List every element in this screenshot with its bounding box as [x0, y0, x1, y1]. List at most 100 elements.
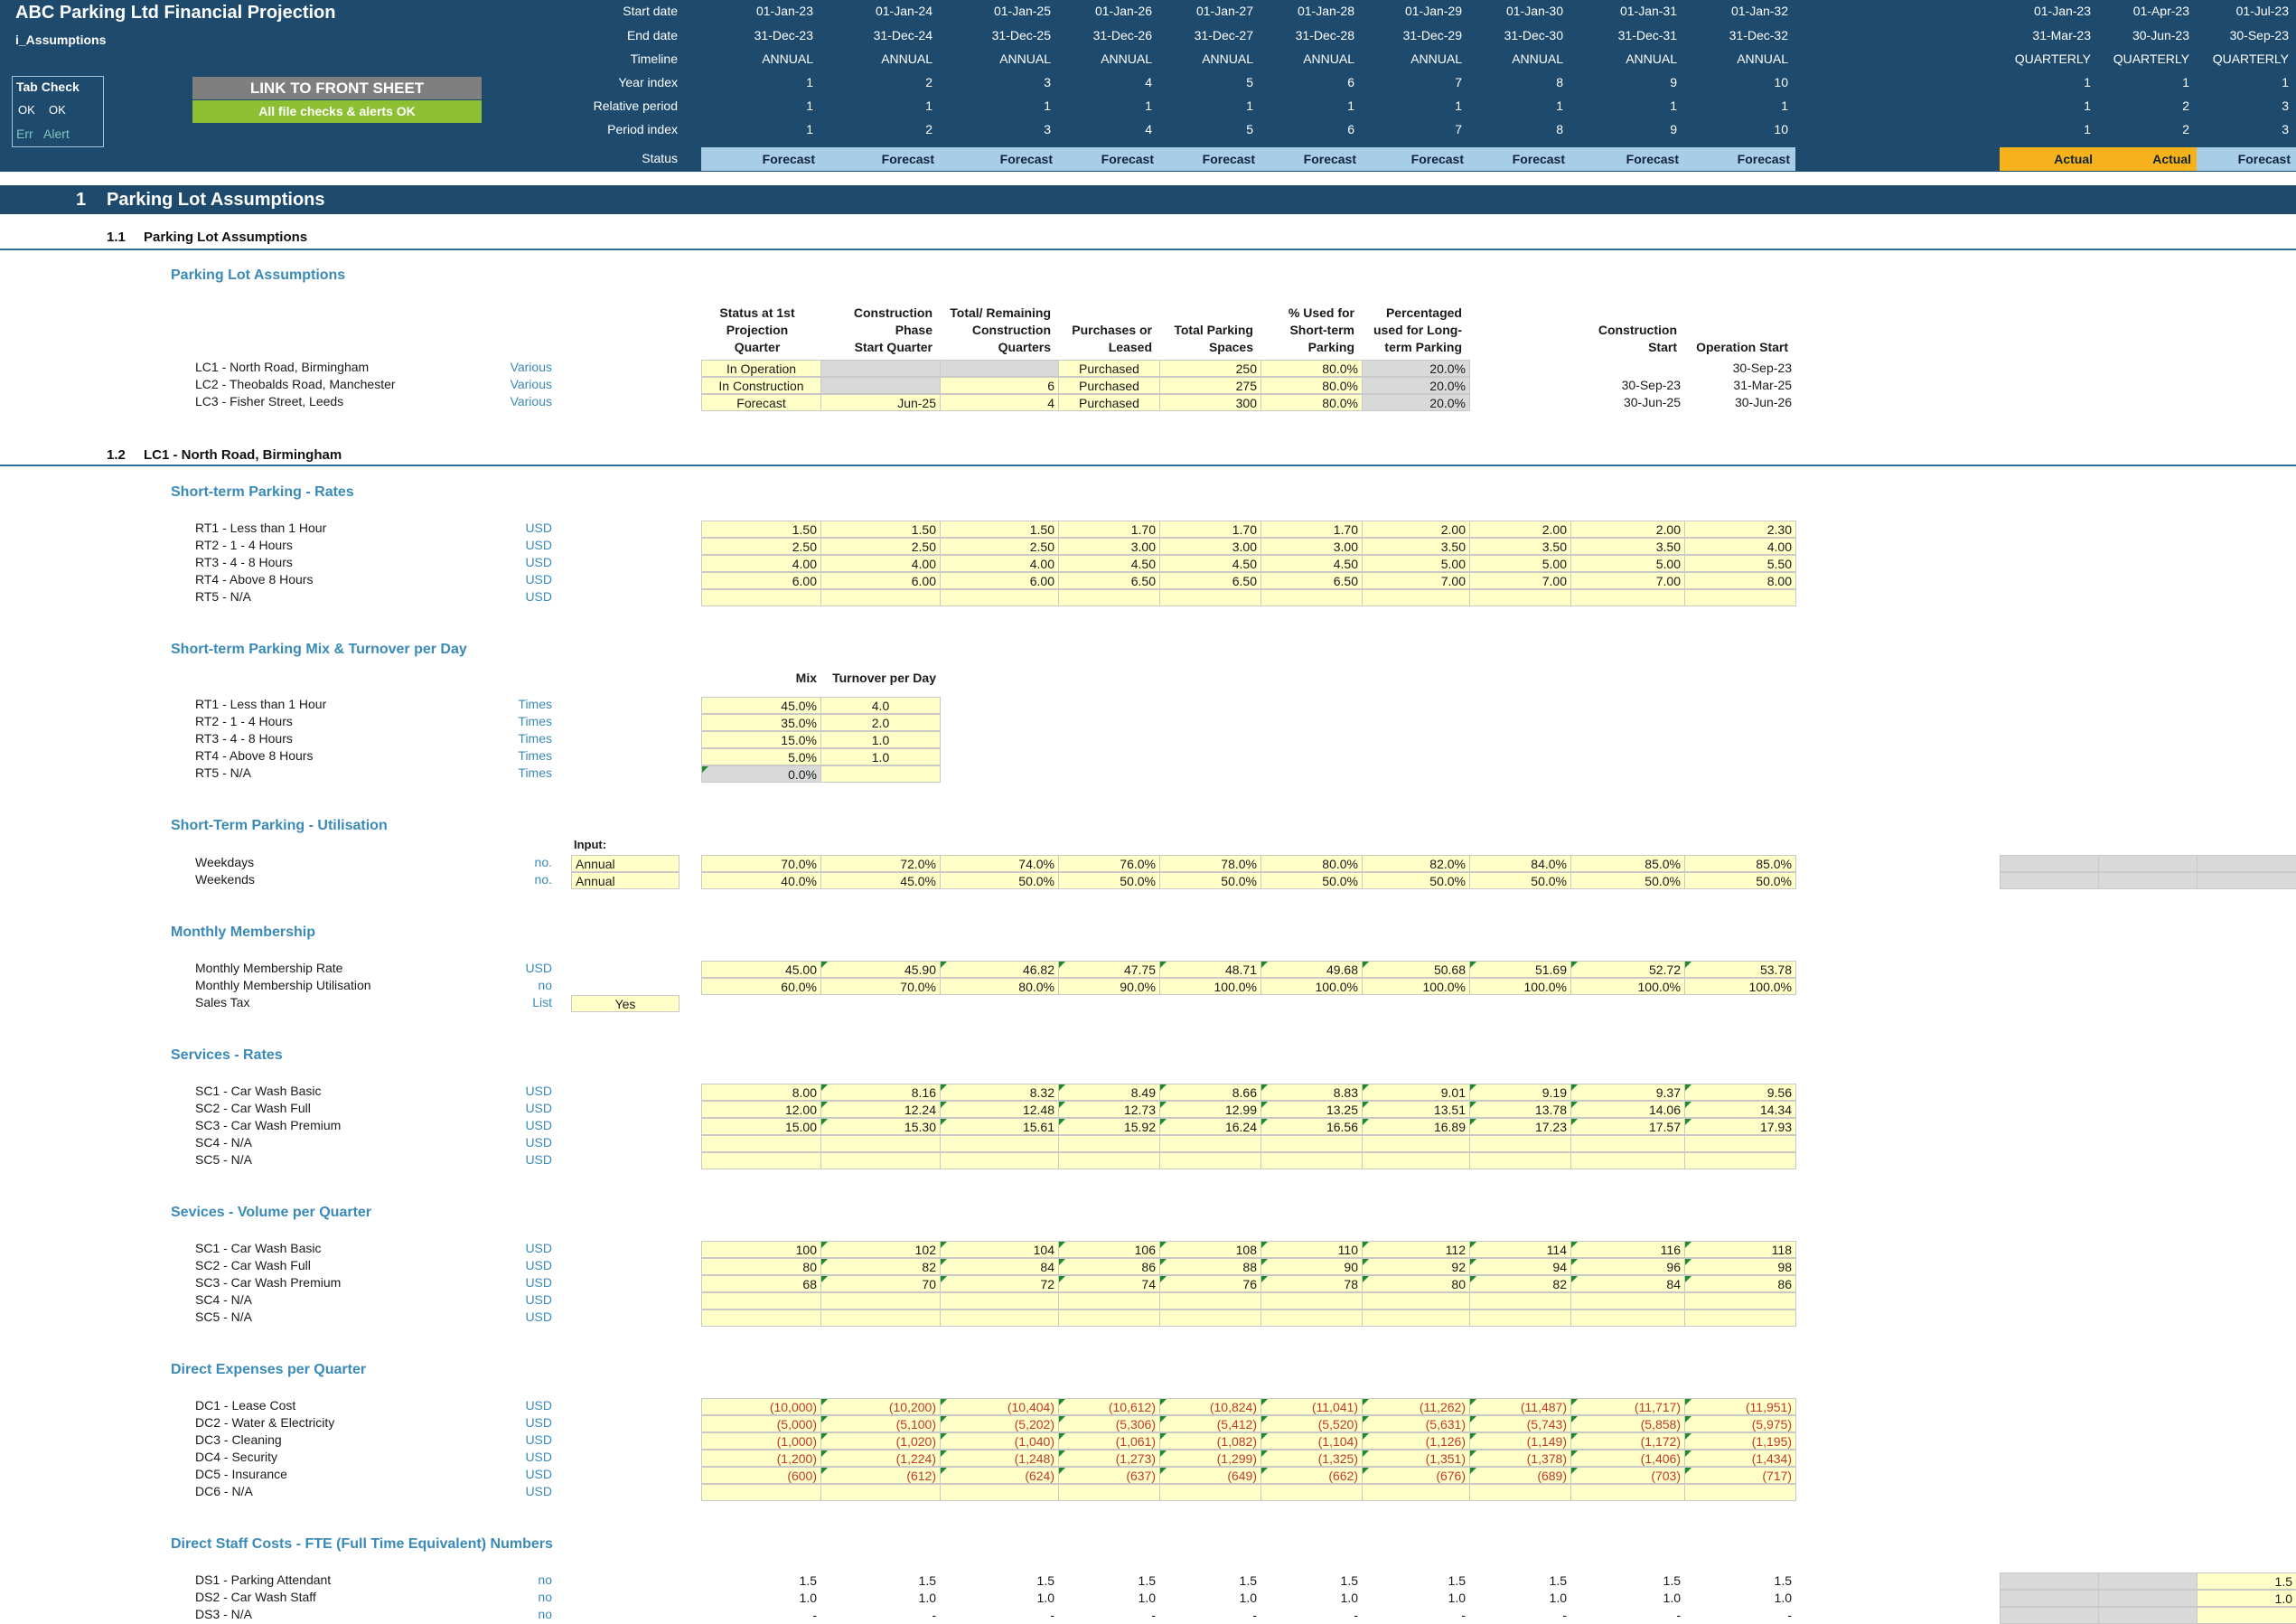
- expense-cell[interactable]: (11,487): [1469, 1398, 1571, 1415]
- lot-quarters-cell[interactable]: 6: [940, 377, 1059, 394]
- rate-cell[interactable]: 2.30: [1684, 521, 1796, 538]
- expense-cell[interactable]: (5,975): [1684, 1415, 1796, 1432]
- expense-cell[interactable]: (11,951): [1684, 1398, 1796, 1415]
- service-rate-cell[interactable]: 16.24: [1159, 1118, 1261, 1135]
- rate-cell[interactable]: 4.00: [701, 555, 821, 572]
- utilisation-cell[interactable]: 85.0%: [1684, 855, 1796, 872]
- service-volume-cell[interactable]: [1159, 1310, 1261, 1327]
- membership-cell[interactable]: 60.0%: [701, 978, 821, 995]
- service-volume-cell[interactable]: [1362, 1292, 1470, 1310]
- staff-quarter-cell[interactable]: 1.5: [2197, 1572, 2296, 1590]
- utilisation-cell[interactable]: 76.0%: [1058, 855, 1160, 872]
- membership-cell[interactable]: 52.72: [1570, 961, 1685, 978]
- service-rate-cell[interactable]: [1684, 1135, 1796, 1152]
- lot-phase-cell[interactable]: Jun-25: [820, 394, 941, 411]
- rate-cell[interactable]: 1.70: [1159, 521, 1261, 538]
- service-volume-cell[interactable]: [1260, 1292, 1363, 1310]
- service-volume-cell[interactable]: [1684, 1292, 1796, 1310]
- staff-quarter-cell[interactable]: [2197, 1607, 2296, 1624]
- service-volume-cell[interactable]: 92: [1362, 1258, 1470, 1275]
- turnover-cell[interactable]: 4.0: [820, 697, 941, 714]
- mix-cell[interactable]: 5.0%: [701, 748, 821, 765]
- expense-cell[interactable]: (1,378): [1469, 1450, 1571, 1467]
- service-rate-cell[interactable]: 15.61: [940, 1118, 1059, 1135]
- service-volume-cell[interactable]: 102: [820, 1241, 941, 1258]
- quarter-cell[interactable]: [2098, 872, 2198, 889]
- membership-cell[interactable]: 100.0%: [1159, 978, 1261, 995]
- expense-cell[interactable]: (1,082): [1159, 1432, 1261, 1450]
- rate-cell[interactable]: 7.00: [1570, 572, 1685, 589]
- rate-cell[interactable]: 2.00: [1570, 521, 1685, 538]
- expense-cell[interactable]: (5,743): [1469, 1415, 1571, 1432]
- expense-cell[interactable]: (1,325): [1260, 1450, 1363, 1467]
- service-volume-cell[interactable]: 106: [1058, 1241, 1160, 1258]
- expense-cell[interactable]: (5,520): [1260, 1415, 1363, 1432]
- service-rate-cell[interactable]: 16.89: [1362, 1118, 1470, 1135]
- staff-quarter-cell[interactable]: [2000, 1572, 2099, 1590]
- rate-cell[interactable]: 2.00: [1362, 521, 1470, 538]
- service-rate-cell[interactable]: [820, 1135, 941, 1152]
- sales-tax-select[interactable]: Yes: [571, 995, 679, 1012]
- service-rate-cell[interactable]: 12.48: [940, 1101, 1059, 1118]
- expense-cell[interactable]: (1,061): [1058, 1432, 1160, 1450]
- service-rate-cell[interactable]: [1058, 1152, 1160, 1169]
- service-rate-cell[interactable]: 12.00: [701, 1101, 821, 1118]
- service-volume-cell[interactable]: 98: [1684, 1258, 1796, 1275]
- expense-cell[interactable]: (717): [1684, 1467, 1796, 1484]
- service-rate-cell[interactable]: 15.00: [701, 1118, 821, 1135]
- membership-cell[interactable]: 45.00: [701, 961, 821, 978]
- service-volume-cell[interactable]: [1362, 1310, 1470, 1327]
- utilisation-cell[interactable]: 50.0%: [1058, 872, 1160, 889]
- lot-spaces-cell[interactable]: 250: [1159, 360, 1261, 377]
- rate-cell[interactable]: 1.70: [1058, 521, 1160, 538]
- rate-cell[interactable]: [1362, 589, 1470, 606]
- rate-cell[interactable]: 8.00: [1684, 572, 1796, 589]
- service-rate-cell[interactable]: [1058, 1135, 1160, 1152]
- expense-cell[interactable]: (1,200): [701, 1450, 821, 1467]
- expense-cell[interactable]: (5,202): [940, 1415, 1059, 1432]
- expense-cell[interactable]: (649): [1159, 1467, 1261, 1484]
- staff-quarter-cell[interactable]: [2000, 1590, 2099, 1607]
- service-rate-cell[interactable]: [1362, 1152, 1470, 1169]
- expense-cell[interactable]: (624): [940, 1467, 1059, 1484]
- service-volume-cell[interactable]: [1260, 1310, 1363, 1327]
- service-volume-cell[interactable]: [1058, 1310, 1160, 1327]
- service-rate-cell[interactable]: [1570, 1135, 1685, 1152]
- rate-cell[interactable]: 2.50: [820, 538, 941, 555]
- service-volume-cell[interactable]: 68: [701, 1275, 821, 1292]
- membership-cell[interactable]: 80.0%: [940, 978, 1059, 995]
- lot-long-term-cell[interactable]: 20.0%: [1362, 360, 1470, 377]
- rate-cell[interactable]: [1469, 589, 1571, 606]
- staff-quarter-cell[interactable]: [2098, 1572, 2198, 1590]
- membership-cell[interactable]: 53.78: [1684, 961, 1796, 978]
- membership-cell[interactable]: 45.90: [820, 961, 941, 978]
- expense-cell[interactable]: (662): [1260, 1467, 1363, 1484]
- utilisation-cell[interactable]: 78.0%: [1159, 855, 1261, 872]
- service-volume-cell[interactable]: 116: [1570, 1241, 1685, 1258]
- service-rate-cell[interactable]: [1362, 1135, 1470, 1152]
- rate-cell[interactable]: 6.00: [940, 572, 1059, 589]
- membership-cell[interactable]: 90.0%: [1058, 978, 1160, 995]
- service-rate-cell[interactable]: 8.00: [701, 1084, 821, 1101]
- service-rate-cell[interactable]: [1570, 1152, 1685, 1169]
- lot-owned-cell[interactable]: Purchased: [1058, 377, 1160, 394]
- utilisation-cell[interactable]: 72.0%: [820, 855, 941, 872]
- lot-phase-cell[interactable]: [820, 360, 941, 377]
- expense-cell[interactable]: [1159, 1484, 1261, 1501]
- rate-cell[interactable]: 1.50: [820, 521, 941, 538]
- expense-cell[interactable]: (5,000): [701, 1415, 821, 1432]
- quarter-cell[interactable]: [2197, 872, 2296, 889]
- membership-cell[interactable]: 100.0%: [1362, 978, 1470, 995]
- rate-cell[interactable]: 3.50: [1570, 538, 1685, 555]
- service-rate-cell[interactable]: 8.83: [1260, 1084, 1363, 1101]
- service-rate-cell[interactable]: 12.24: [820, 1101, 941, 1118]
- expense-cell[interactable]: (1,195): [1684, 1432, 1796, 1450]
- turnover-cell[interactable]: 1.0: [820, 731, 941, 748]
- service-volume-cell[interactable]: 70: [820, 1275, 941, 1292]
- lot-short-term-cell[interactable]: 80.0%: [1260, 377, 1363, 394]
- rate-cell[interactable]: [1684, 589, 1796, 606]
- service-volume-cell[interactable]: 80: [701, 1258, 821, 1275]
- service-volume-cell[interactable]: 82: [1469, 1275, 1571, 1292]
- utilisation-cell[interactable]: 40.0%: [701, 872, 821, 889]
- input-type-select[interactable]: Annual: [571, 872, 679, 889]
